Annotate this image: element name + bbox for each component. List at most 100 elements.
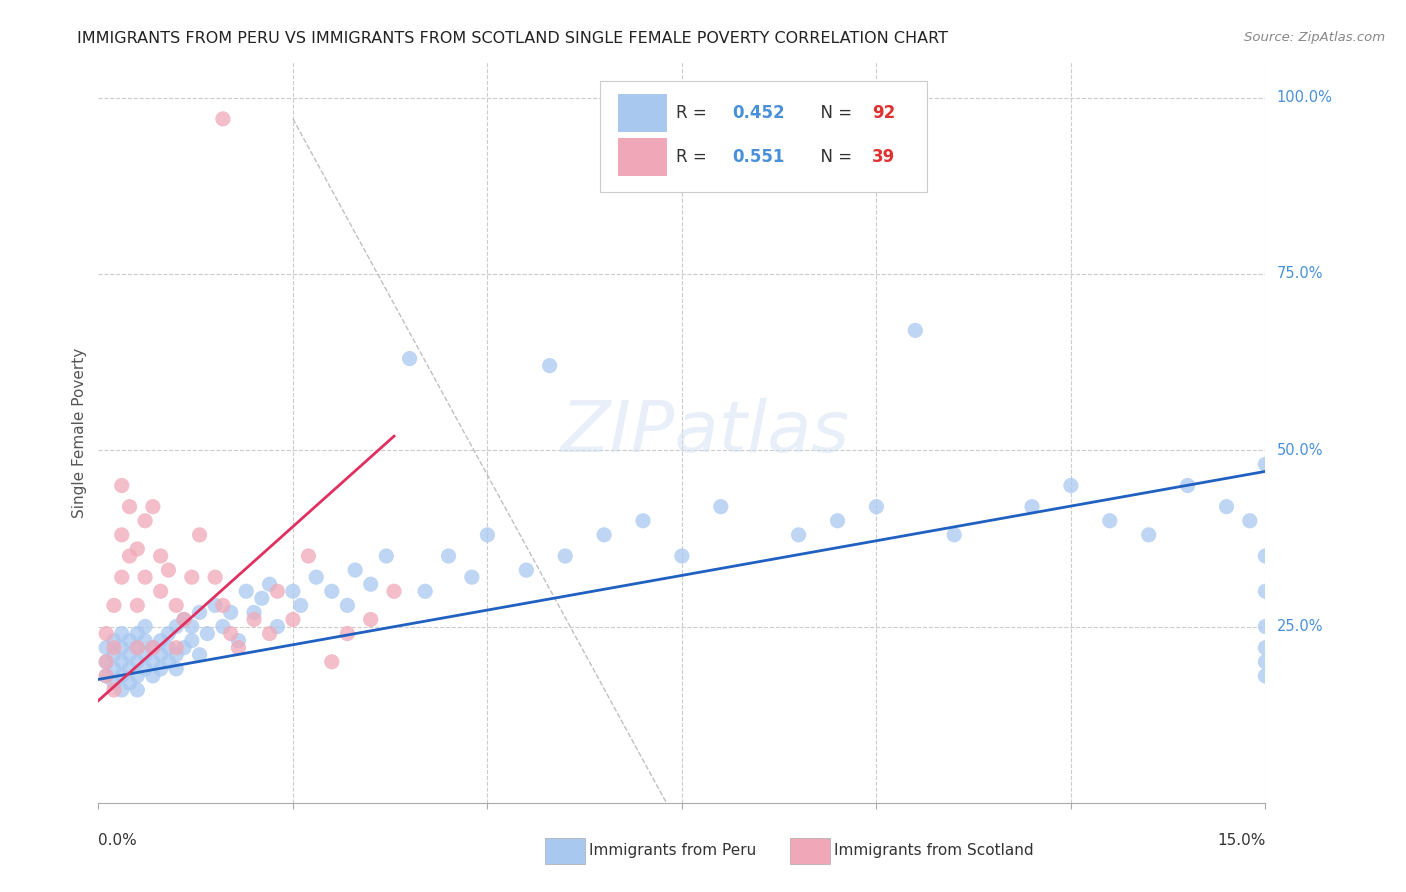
Point [165, 662, 187, 676]
FancyBboxPatch shape [546, 838, 585, 863]
Point [149, 633, 172, 648]
Point [219, 626, 242, 640]
Point [336, 626, 359, 640]
Point [149, 662, 172, 676]
Point [127, 669, 149, 683]
Point [111, 669, 134, 683]
Point [111, 528, 134, 542]
Point [134, 514, 156, 528]
Text: R =: R = [676, 103, 711, 122]
Point [103, 648, 125, 662]
Point [118, 662, 141, 676]
Point [118, 500, 141, 514]
Point [593, 528, 616, 542]
Point [554, 549, 576, 563]
Text: Source: ZipAtlas.com: Source: ZipAtlas.com [1244, 31, 1385, 45]
Point [127, 640, 149, 655]
Y-axis label: Single Female Poverty: Single Female Poverty [72, 348, 87, 517]
Point [157, 563, 180, 577]
Point [118, 648, 141, 662]
Point [134, 648, 156, 662]
Point [219, 606, 242, 620]
Point [127, 541, 149, 556]
Point [1254, 669, 1277, 683]
Point [165, 640, 187, 655]
Text: ZIPatlas: ZIPatlas [561, 398, 849, 467]
Text: 39: 39 [872, 148, 896, 166]
Text: 75.0%: 75.0% [1277, 267, 1323, 282]
Point [149, 549, 172, 563]
Point [157, 640, 180, 655]
Point [103, 683, 125, 698]
Point [1254, 640, 1277, 655]
Point [243, 606, 266, 620]
Point [212, 112, 235, 126]
Point [96, 626, 118, 640]
Point [188, 606, 211, 620]
Point [266, 619, 288, 633]
FancyBboxPatch shape [600, 81, 927, 192]
Point [111, 655, 134, 669]
Point [165, 648, 187, 662]
Point [243, 612, 266, 626]
Point [1137, 528, 1160, 542]
Point [111, 570, 134, 584]
Point [142, 640, 165, 655]
Point [281, 612, 304, 626]
Point [228, 640, 250, 655]
Point [111, 626, 134, 640]
Point [266, 584, 288, 599]
Point [1239, 514, 1261, 528]
Text: 25.0%: 25.0% [1277, 619, 1323, 634]
Point [103, 676, 125, 690]
Point [259, 577, 281, 591]
Point [96, 669, 118, 683]
Point [173, 640, 195, 655]
Point [118, 549, 141, 563]
Point [103, 640, 125, 655]
Text: 15.0%: 15.0% [1218, 833, 1265, 848]
Point [188, 648, 211, 662]
Point [787, 528, 810, 542]
Point [142, 640, 165, 655]
Point [188, 528, 211, 542]
Point [165, 599, 187, 613]
Point [259, 626, 281, 640]
Point [631, 514, 654, 528]
Point [96, 655, 118, 669]
Text: N =: N = [810, 103, 858, 122]
Point [173, 612, 195, 626]
Point [142, 669, 165, 683]
Text: Immigrants from Scotland: Immigrants from Scotland [834, 844, 1033, 858]
Text: Immigrants from Peru: Immigrants from Peru [589, 844, 756, 858]
Point [142, 500, 165, 514]
Point [149, 648, 172, 662]
Point [103, 633, 125, 648]
Point [134, 633, 156, 648]
Point [865, 500, 887, 514]
Point [290, 599, 312, 613]
Point [134, 662, 156, 676]
Point [943, 528, 966, 542]
Point [904, 323, 927, 337]
Point [96, 655, 118, 669]
Point [827, 514, 849, 528]
Point [515, 563, 537, 577]
Point [321, 655, 343, 669]
Point [103, 599, 125, 613]
Point [127, 655, 149, 669]
Point [149, 584, 172, 599]
Point [173, 612, 195, 626]
Point [336, 599, 359, 613]
Point [1215, 500, 1237, 514]
Text: 100.0%: 100.0% [1277, 90, 1333, 105]
Point [413, 584, 436, 599]
Point [1254, 584, 1277, 599]
Point [1177, 478, 1199, 492]
Point [710, 500, 733, 514]
Point [127, 640, 149, 655]
FancyBboxPatch shape [617, 94, 666, 132]
Point [204, 570, 226, 584]
Point [477, 528, 499, 542]
Text: R =: R = [676, 148, 711, 166]
